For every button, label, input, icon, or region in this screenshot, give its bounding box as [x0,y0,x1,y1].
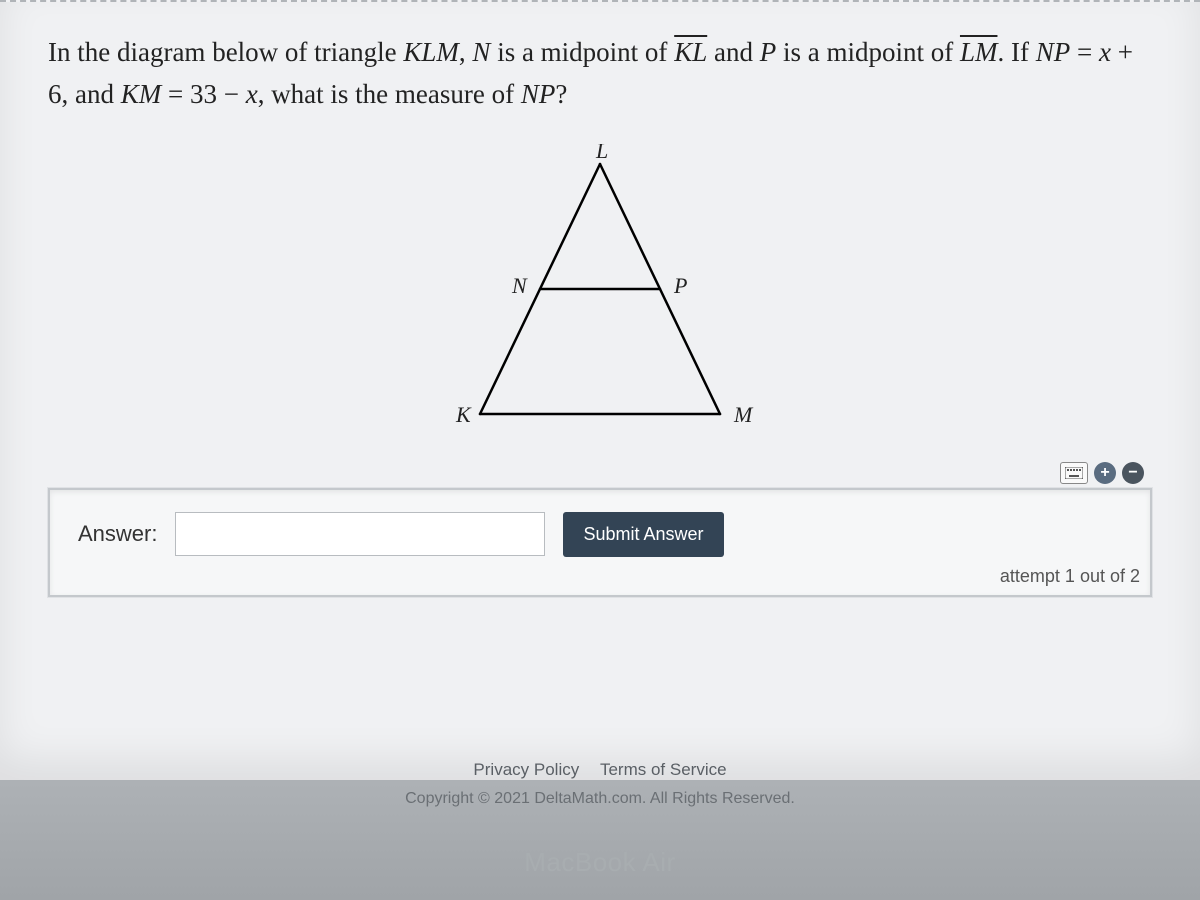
zoom-in-icon[interactable]: + [1094,462,1116,484]
problem-statement: In the diagram below of triangle KLM, N … [48,32,1152,116]
answer-label: Answer: [78,521,157,547]
keyboard-icon[interactable] [1060,462,1088,484]
math-toolbar: + − [48,462,1152,484]
svg-text:M: M [733,402,754,427]
page-content: In the diagram below of triangle KLM, N … [0,0,1200,780]
page-footer: Privacy Policy Terms of Service Copyrigh… [0,760,1200,808]
svg-text:L: L [595,144,608,163]
copyright-text: Copyright © 2021 DeltaMath.com. All Righ… [0,790,1200,808]
privacy-link[interactable]: Privacy Policy [473,760,579,779]
submit-button[interactable]: Submit Answer [563,512,723,557]
answer-panel: Answer: Submit Answer attempt 1 out of 2 [48,488,1152,597]
zoom-out-icon[interactable]: − [1122,462,1144,484]
attempt-counter: attempt 1 out of 2 [1000,566,1140,587]
svg-text:P: P [673,273,687,298]
svg-text:K: K [455,402,472,427]
device-label: MacBook Air [0,847,1200,878]
triangle-diagram: L K M N P [420,144,780,444]
svg-text:N: N [511,273,528,298]
diagram-container: L K M N P [48,144,1152,444]
footer-links: Privacy Policy Terms of Service [0,760,1200,780]
terms-link[interactable]: Terms of Service [600,760,727,779]
answer-input[interactable] [175,512,545,556]
answer-row: Answer: Submit Answer [78,512,1132,557]
